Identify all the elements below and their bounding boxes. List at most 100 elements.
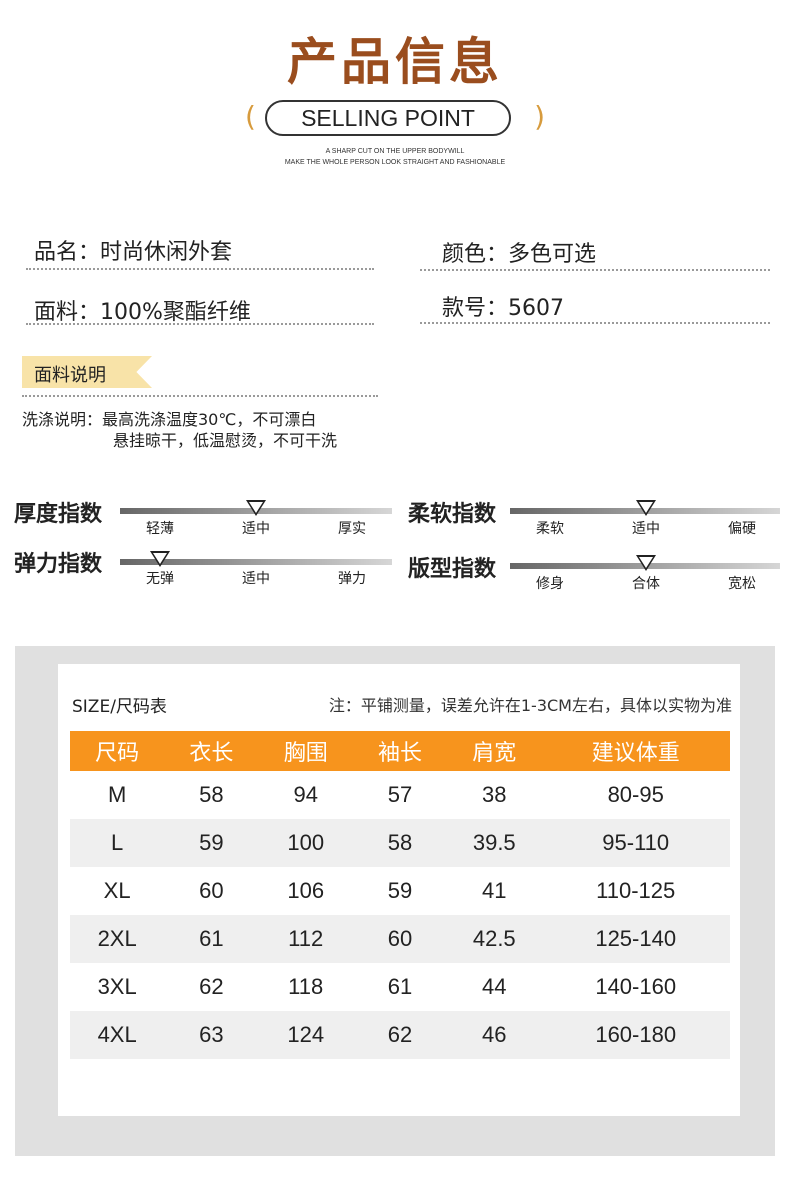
table-header-cell: 袖长 bbox=[352, 731, 448, 771]
table-cell: 100 bbox=[258, 819, 353, 867]
table-cell: M bbox=[107, 782, 127, 807]
table-row: 2XL 61 112 60 42.5 125-140 bbox=[70, 915, 730, 963]
table-cell: 42.5 bbox=[447, 915, 542, 963]
info-fabric: 面料：100%聚酯纤维 bbox=[34, 294, 251, 326]
paren-left: ( bbox=[245, 100, 256, 133]
table-cell: 60 bbox=[199, 878, 224, 903]
scale-tick-label: 适中 bbox=[242, 521, 270, 537]
table-body: M 58 94 57 38 80-95 L 59 100 58 39.5 95-110 XL 60 106 5… bbox=[70, 771, 730, 1059]
scale-bar bbox=[120, 559, 392, 565]
scale-tick-label: 柔软 bbox=[536, 521, 564, 537]
info-color-value: 多色可选 bbox=[508, 242, 597, 267]
info-name: 品名：时尚休闲外套 bbox=[34, 234, 232, 266]
divider bbox=[26, 323, 374, 325]
info-color: 颜色：多色可选 bbox=[442, 236, 596, 268]
table-header-cell: 衣长 bbox=[164, 731, 259, 771]
header: 产品信息 ( SELLING POINT ) A SHARP CUT ON TH… bbox=[0, 30, 790, 168]
table-cell: XL bbox=[103, 878, 131, 903]
selling-point-pill: SELLING POINT bbox=[265, 100, 511, 136]
table-cell: 4XL bbox=[70, 1011, 165, 1059]
table-cell: 61 bbox=[164, 915, 259, 963]
info-color-label: 颜色： bbox=[442, 242, 509, 267]
table-row: XL 60 106 59 41 110-125 bbox=[70, 867, 730, 915]
info-fabric-value: 100%聚酯纤维 bbox=[100, 300, 251, 325]
size-chart-card: SIZE/尺码表 注：平铺测量，误差允许在1-3CM左右，具体以实物为准 尺码衣… bbox=[58, 664, 740, 1116]
scale-tick-label: 修身 bbox=[536, 576, 564, 592]
table-cell: 112 bbox=[258, 915, 353, 963]
scale-marker-icon bbox=[636, 500, 656, 516]
wash-line-2: 悬挂晾干，低温慰烫，不可干洗 bbox=[113, 431, 338, 450]
table-cell: 61 bbox=[387, 974, 413, 999]
page-title: 产品信息 bbox=[287, 33, 503, 91]
scale-tick-label: 偏硬 bbox=[728, 521, 756, 537]
scale-tick-label: 合体 bbox=[632, 576, 660, 592]
wash-line-1: 洗涤说明：最高洗涤温度30℃，不可漂白 bbox=[22, 410, 317, 429]
table-cell: 59 bbox=[164, 819, 259, 867]
table-cell: 38 bbox=[482, 782, 507, 807]
info-style-label: 款号： bbox=[442, 296, 509, 321]
divider bbox=[420, 269, 770, 271]
table-cell: 46 bbox=[447, 1011, 542, 1059]
table-cell: 3XL bbox=[97, 974, 137, 999]
table-header-row: 尺码 衣长 胸围 袖长 肩宽 建议体重 bbox=[70, 731, 730, 771]
table-cell: 95-110 bbox=[541, 819, 730, 867]
table-cell: 63 bbox=[164, 1011, 259, 1059]
table-cell: 94 bbox=[293, 782, 318, 807]
scale-name: 弹力指数 bbox=[14, 552, 103, 577]
scale-tick-label: 轻薄 bbox=[146, 521, 174, 537]
table-cell: 62 bbox=[199, 974, 224, 999]
divider bbox=[22, 395, 378, 397]
table-cell: 80-95 bbox=[607, 782, 664, 807]
table-cell: L bbox=[70, 819, 165, 867]
table-row: L 59 100 58 39.5 95-110 bbox=[70, 819, 730, 867]
table-cell: 160-180 bbox=[541, 1011, 730, 1059]
scale-marker-icon bbox=[636, 555, 656, 571]
table-cell: 44 bbox=[482, 974, 507, 999]
paren-right: ) bbox=[534, 100, 545, 133]
info-style-value: 5607 bbox=[508, 296, 565, 321]
table-cell: 110-125 bbox=[596, 878, 676, 903]
table-header-cell: 胸围 bbox=[258, 731, 353, 771]
table-cell: 106 bbox=[287, 878, 325, 903]
subtitle-line-2: MAKE THE WHOLE PERSON LOOK STRAIGHT AND … bbox=[284, 159, 506, 166]
scale-tick-label: 弹力 bbox=[338, 571, 366, 587]
size-chart-note: 注：平铺测量，误差允许在1-3CM左右，具体以实物为准 bbox=[328, 696, 732, 715]
size-chart-title: SIZE/尺码表 bbox=[72, 697, 167, 717]
table-cell: 140-160 bbox=[595, 974, 677, 999]
scale-name: 柔软指数 bbox=[408, 502, 497, 527]
scale-marker-icon bbox=[150, 551, 170, 567]
scale-name: 版型指数 bbox=[408, 557, 497, 582]
size-table: 尺码 衣长 胸围 袖长 肩宽 建议体重 M 58 94 57 38 80-95 L 59 100 58 39.… bbox=[70, 731, 730, 1059]
table-header-cell: 建议体重 bbox=[541, 731, 730, 771]
table-cell: 58 bbox=[352, 819, 448, 867]
table-cell: 57 bbox=[387, 782, 413, 807]
table-row: 4XL 63 124 62 46 160-180 bbox=[70, 1011, 730, 1059]
scale-tick-label: 无弹 bbox=[146, 571, 174, 587]
table-cell: 60 bbox=[352, 915, 448, 963]
table-header-cell: 肩宽 bbox=[447, 731, 542, 771]
scale-tick-label: 适中 bbox=[632, 521, 660, 537]
selling-point-row: ( SELLING POINT ) bbox=[245, 100, 545, 140]
table-cell: 124 bbox=[258, 1011, 353, 1059]
size-chart-panel: SIZE/尺码表 注：平铺测量，误差允许在1-3CM左右，具体以实物为准 尺码衣… bbox=[15, 646, 775, 1156]
divider bbox=[26, 268, 374, 270]
table-cell: 62 bbox=[352, 1011, 448, 1059]
fabric-tag-label: 面料说明 bbox=[34, 365, 106, 386]
table-cell: 118 bbox=[288, 974, 324, 999]
subtitle-line-1: A SHARP CUT ON THE UPPER BODYWILL bbox=[325, 148, 465, 155]
scale-marker-icon bbox=[246, 500, 266, 516]
info-fabric-label: 面料： bbox=[34, 300, 101, 325]
scale-tick-label: 宽松 bbox=[728, 576, 756, 592]
table-header-cell: 尺码 bbox=[70, 731, 165, 771]
info-name-label: 品名： bbox=[34, 240, 101, 265]
table-row: M 58 94 57 38 80-95 bbox=[70, 771, 730, 819]
table-cell: 39.5 bbox=[447, 819, 542, 867]
divider bbox=[420, 322, 770, 324]
fabric-tag: 面料说明 bbox=[22, 356, 152, 388]
scale-tick-label: 适中 bbox=[242, 571, 270, 587]
scale-tick-label: 厚实 bbox=[338, 521, 366, 537]
info-name-value: 时尚休闲外套 bbox=[100, 240, 233, 265]
table-cell: 59 bbox=[387, 878, 413, 903]
table-row: 3XL 62 118 61 44 140-160 bbox=[70, 963, 730, 1011]
info-style: 款号：5607 bbox=[442, 290, 564, 322]
